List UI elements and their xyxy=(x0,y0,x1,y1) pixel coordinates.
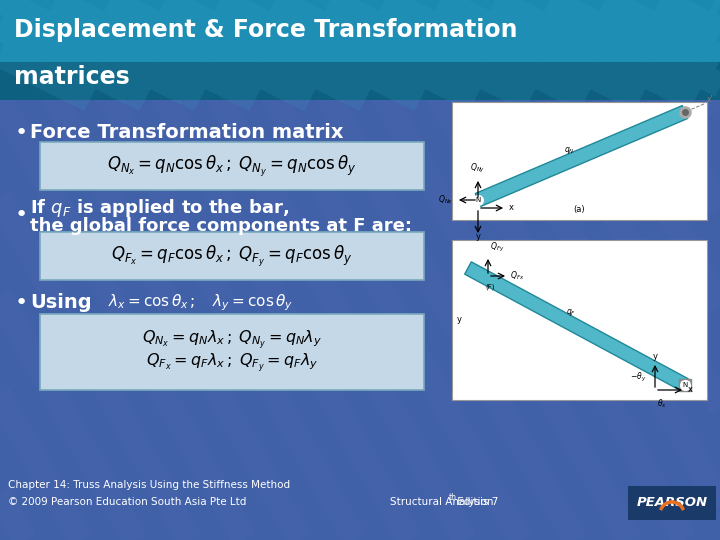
Bar xyxy=(628,486,716,520)
Polygon shape xyxy=(464,262,688,391)
Text: Edition: Edition xyxy=(454,497,493,507)
FancyBboxPatch shape xyxy=(40,142,424,190)
Text: x: x xyxy=(509,204,514,213)
Text: $Q_{Fx}$: $Q_{Fx}$ xyxy=(510,270,524,282)
Polygon shape xyxy=(475,105,688,206)
Bar xyxy=(0,0,720,100)
Text: $Q_{N_x} = q_N\lambda_x\,;\; Q_{N_y} = q_N\lambda_y$: $Q_{N_x} = q_N\lambda_x\,;\; Q_{N_y} = q… xyxy=(142,328,322,352)
Bar xyxy=(0,0,720,62)
Text: the global force components at F are:: the global force components at F are: xyxy=(30,217,412,235)
Text: (F): (F) xyxy=(485,284,495,291)
Text: y: y xyxy=(475,232,480,241)
Text: If $q_F$ is applied to the bar,: If $q_F$ is applied to the bar, xyxy=(30,197,289,219)
Text: Using: Using xyxy=(30,294,91,313)
Text: Displacement & Force Transformation: Displacement & Force Transformation xyxy=(14,18,518,42)
FancyBboxPatch shape xyxy=(40,314,424,390)
Text: y: y xyxy=(652,352,657,361)
Text: (a): (a) xyxy=(574,205,585,214)
Text: N: N xyxy=(475,197,481,203)
Text: •: • xyxy=(15,293,28,313)
Text: $\theta_x$: $\theta_x$ xyxy=(657,398,667,410)
Text: $-\theta_y$: $-\theta_y$ xyxy=(630,372,647,384)
Bar xyxy=(452,240,707,400)
FancyBboxPatch shape xyxy=(40,232,424,280)
Text: x: x xyxy=(688,386,693,395)
Bar xyxy=(452,102,707,220)
Text: •: • xyxy=(15,205,28,225)
Text: $Q_{F_x} = q_F \cos\theta_x\,;\; Q_{F_y} = q_F \cos\theta_y$: $Q_{F_x} = q_F \cos\theta_x\,;\; Q_{F_y}… xyxy=(112,244,353,268)
Text: Force Transformation matrix: Force Transformation matrix xyxy=(30,124,343,143)
Text: PEARSON: PEARSON xyxy=(636,496,708,510)
Text: Structural Analysis 7: Structural Analysis 7 xyxy=(390,497,498,507)
Text: $Q_{Fy}$: $Q_{Fy}$ xyxy=(490,241,504,254)
Text: y: y xyxy=(457,315,462,325)
Text: $Q_{Ny}$: $Q_{Ny}$ xyxy=(470,162,485,175)
Text: $Q_{N_x} = q_N \cos\theta_x\,;\; Q_{N_y} = q_N \cos\theta_y$: $Q_{N_x} = q_N \cos\theta_x\,;\; Q_{N_y}… xyxy=(107,153,356,179)
Text: $q_N$: $q_N$ xyxy=(564,145,575,156)
Text: Chapter 14: Truss Analysis Using the Stiffness Method: Chapter 14: Truss Analysis Using the Sti… xyxy=(8,480,290,490)
Text: x': x' xyxy=(707,95,714,104)
Text: $q_F$: $q_F$ xyxy=(567,307,577,319)
Text: N: N xyxy=(683,382,688,388)
Text: th: th xyxy=(449,494,457,503)
Text: $Q_{F_x} = q_F\lambda_x\,;\; Q_{F_y} = q_F\lambda_y$: $Q_{F_x} = q_F\lambda_x\,;\; Q_{F_y} = q… xyxy=(145,352,318,375)
Text: $\lambda_x = \cos\theta_x\,;\quad \lambda_y = \cos\theta_y$: $\lambda_x = \cos\theta_x\,;\quad \lambd… xyxy=(108,293,293,313)
Text: •: • xyxy=(15,123,28,143)
Text: $Q_{Nx}$: $Q_{Nx}$ xyxy=(438,194,453,206)
Text: matrices: matrices xyxy=(14,65,130,89)
Text: © 2009 Pearson Education South Asia Pte Ltd: © 2009 Pearson Education South Asia Pte … xyxy=(8,497,246,507)
